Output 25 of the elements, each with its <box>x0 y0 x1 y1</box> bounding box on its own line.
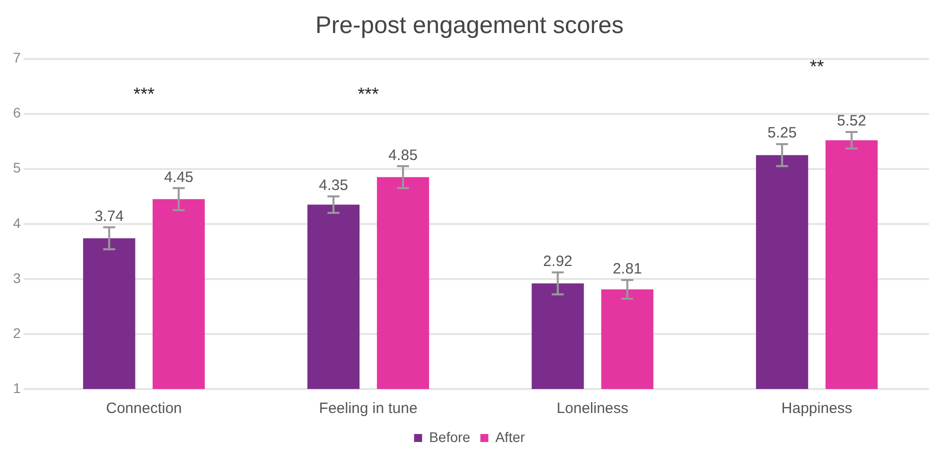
x-tick-label: Happiness <box>781 400 852 418</box>
data-label: 2.81 <box>612 260 642 278</box>
chart-title: Pre-post engagement scores <box>315 12 624 40</box>
annotation: *** <box>133 84 154 104</box>
data-label: 4.85 <box>388 146 418 164</box>
legend-label: After <box>495 428 526 445</box>
annotation: ** <box>810 56 824 77</box>
y-tick-label: 3 <box>12 270 21 286</box>
x-tick-label: Feeling in tune <box>319 400 418 418</box>
x-tick-label: Loneliness <box>556 400 628 418</box>
legend-label: Before <box>429 428 471 445</box>
y-tick-label: 2 <box>12 324 21 341</box>
data-label: 3.74 <box>94 208 124 225</box>
y-tick-label: 4 <box>12 214 21 231</box>
data-label: 4.35 <box>318 177 348 194</box>
y-tick-label: 1 <box>12 380 21 396</box>
data-label: 5.25 <box>767 124 797 142</box>
data-label: 5.52 <box>837 112 866 130</box>
y-tick-label: 5 <box>12 160 21 176</box>
y-tick-label: 7 <box>12 50 21 66</box>
data-label: 2.92 <box>543 252 572 270</box>
annotation: *** <box>358 84 379 104</box>
x-tick-label: Connection <box>106 400 182 418</box>
data-label: 4.45 <box>164 168 194 186</box>
y-tick-label: 6 <box>12 104 21 121</box>
